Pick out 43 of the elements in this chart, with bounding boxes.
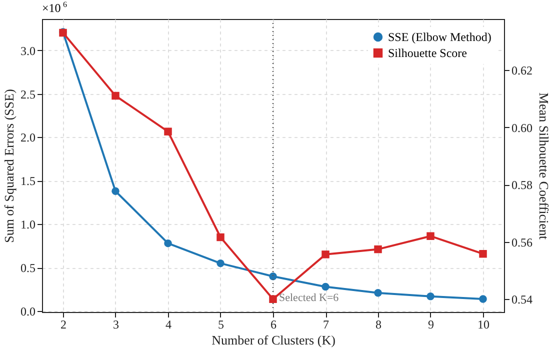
y2-tick-label: 0.60 [512,120,532,135]
y-tick-label: 0.0 [20,304,36,319]
legend-label: SSE (Elbow Method) [388,30,492,44]
y2-tick-label: 0.54 [512,292,532,307]
x-axis-title: Number of Clusters (K) [212,332,336,348]
point [112,92,120,100]
point [426,292,434,300]
y2-tick-label: 0.58 [512,178,532,192]
point [479,295,487,303]
point [322,250,330,258]
y-tick-label: 3.0 [20,44,36,58]
x-tick-label: 4 [166,318,172,332]
y2-tick-label: 0.56 [512,235,532,250]
y2-tick-label: 0.62 [512,63,532,78]
x-tick-label: 8 [376,318,382,332]
y-axis-title: Sum of Squared Errors (SSE) [2,89,16,243]
x-tick-label: 3 [113,318,119,332]
point [269,272,277,280]
y2-axis-title: Mean Silhouette Coefficient [536,92,550,240]
ref-line-label: Selected K=6 [279,292,340,304]
legend-label: Silhouette Score [388,46,467,60]
point [479,250,487,258]
point [322,282,330,291]
y-tick-label: 1.0 [20,218,36,232]
x-tick-label: 7 [323,318,329,332]
y-tick-label: 2.0 [20,130,36,145]
point [374,245,382,254]
y-tick-label: 2.5 [20,87,36,102]
x-tick-label: 5 [218,318,224,332]
point [216,233,224,242]
point [164,128,172,136]
x-tick-label: 6 [270,318,276,332]
point [112,187,120,196]
point [374,289,382,297]
y-tick-label: 1.5 [20,174,36,188]
y-tick-label: 0.5 [20,261,36,276]
point [164,239,172,248]
x-tick-label: 10 [478,318,490,332]
point [269,295,277,303]
point [216,259,224,268]
x-tick-label: 2 [60,318,66,332]
x-tick-label: 9 [428,318,434,332]
point [426,232,434,240]
